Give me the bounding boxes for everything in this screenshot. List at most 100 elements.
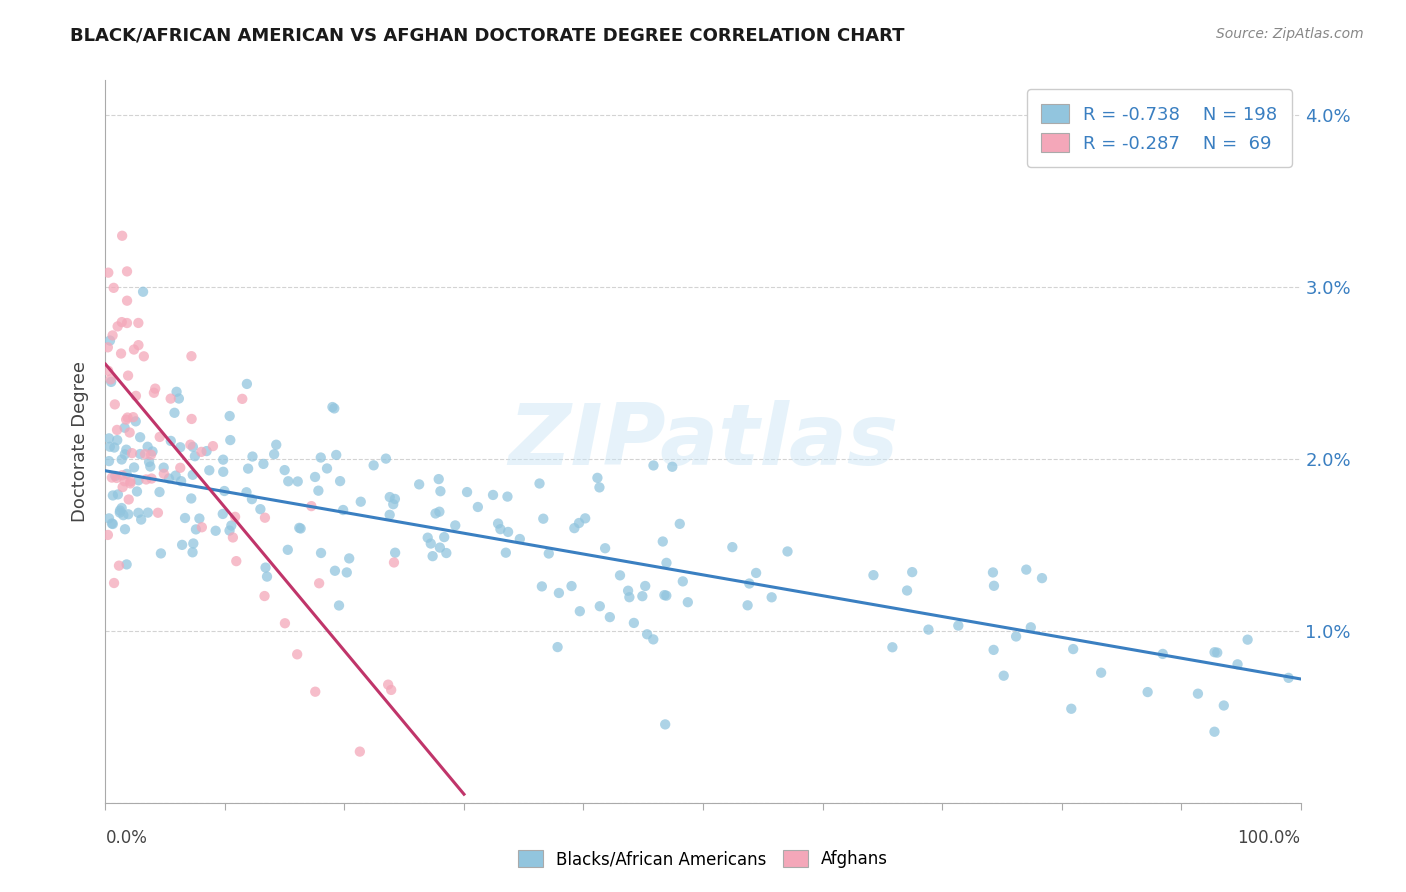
Point xyxy=(181,545,204,559)
Point xyxy=(214,483,236,498)
Point xyxy=(901,565,924,579)
Point xyxy=(117,508,139,522)
Point xyxy=(1015,563,1038,577)
Point xyxy=(496,490,519,504)
Point xyxy=(111,501,134,516)
Point xyxy=(141,471,163,485)
Point xyxy=(219,433,242,447)
Point xyxy=(1236,632,1258,647)
Point xyxy=(467,500,489,514)
Point xyxy=(180,349,202,363)
Point xyxy=(181,440,204,454)
Point xyxy=(983,579,1005,593)
Point xyxy=(337,551,360,566)
Point xyxy=(560,579,582,593)
Point xyxy=(1204,724,1226,739)
Point xyxy=(122,410,145,425)
Point xyxy=(617,583,640,598)
Point xyxy=(1212,698,1234,713)
Point xyxy=(384,546,406,560)
Point xyxy=(332,503,354,517)
Point xyxy=(218,524,240,538)
Point xyxy=(108,503,131,517)
Point xyxy=(252,457,274,471)
Point xyxy=(1060,702,1083,716)
Point xyxy=(115,442,138,457)
Legend: R = -0.738    N = 198, R = -0.287    N =  69: R = -0.738 N = 198, R = -0.287 N = 69 xyxy=(1026,89,1292,167)
Point xyxy=(218,409,240,423)
Point xyxy=(224,509,246,524)
Text: Source: ZipAtlas.com: Source: ZipAtlas.com xyxy=(1216,27,1364,41)
Point xyxy=(174,511,197,525)
Point xyxy=(118,492,141,507)
Point xyxy=(623,615,645,630)
Point xyxy=(981,566,1004,580)
Point xyxy=(643,632,665,647)
Point xyxy=(118,425,141,440)
Point xyxy=(593,541,616,556)
Point xyxy=(495,546,517,560)
Point xyxy=(225,554,247,568)
Point xyxy=(537,547,560,561)
Point xyxy=(111,468,134,483)
Point xyxy=(737,599,759,613)
Point xyxy=(408,477,430,491)
Point xyxy=(316,461,339,475)
Point xyxy=(363,458,385,473)
Point xyxy=(1187,687,1209,701)
Point xyxy=(143,382,166,396)
Point xyxy=(380,682,402,697)
Point xyxy=(104,469,127,483)
Point xyxy=(896,583,918,598)
Point xyxy=(299,499,322,513)
Point xyxy=(574,511,596,525)
Point xyxy=(1204,645,1226,659)
Point xyxy=(325,448,347,462)
Point xyxy=(336,566,359,580)
Point xyxy=(101,328,124,343)
Point xyxy=(122,460,145,475)
Point xyxy=(212,465,235,479)
Point xyxy=(204,524,226,538)
Point xyxy=(422,549,444,563)
Point xyxy=(201,439,224,453)
Point xyxy=(127,316,149,330)
Point xyxy=(661,459,683,474)
Point xyxy=(211,507,233,521)
Point xyxy=(97,340,120,354)
Point xyxy=(115,264,138,278)
Point xyxy=(378,508,401,522)
Point xyxy=(132,285,155,299)
Point xyxy=(529,476,551,491)
Point xyxy=(254,560,277,574)
Point xyxy=(100,372,122,386)
Point xyxy=(212,452,235,467)
Point xyxy=(651,534,673,549)
Point xyxy=(917,623,939,637)
Point xyxy=(983,643,1005,657)
Point xyxy=(120,476,142,491)
Point xyxy=(115,316,138,330)
Point xyxy=(169,460,191,475)
Point xyxy=(586,471,609,485)
Point xyxy=(105,433,128,447)
Point xyxy=(105,471,128,485)
Point xyxy=(115,467,138,481)
Point xyxy=(634,579,657,593)
Point xyxy=(136,506,159,520)
Point xyxy=(127,338,149,352)
Point xyxy=(114,474,136,488)
Point xyxy=(429,541,451,555)
Point xyxy=(382,497,405,511)
Point xyxy=(425,507,447,521)
Point xyxy=(273,463,295,477)
Point xyxy=(114,447,136,461)
Point xyxy=(127,473,149,487)
Point xyxy=(98,511,121,525)
Point xyxy=(134,447,156,461)
Point xyxy=(1031,571,1053,585)
Point xyxy=(103,281,125,295)
Point xyxy=(531,512,554,526)
Point xyxy=(181,536,204,550)
Point xyxy=(110,346,132,360)
